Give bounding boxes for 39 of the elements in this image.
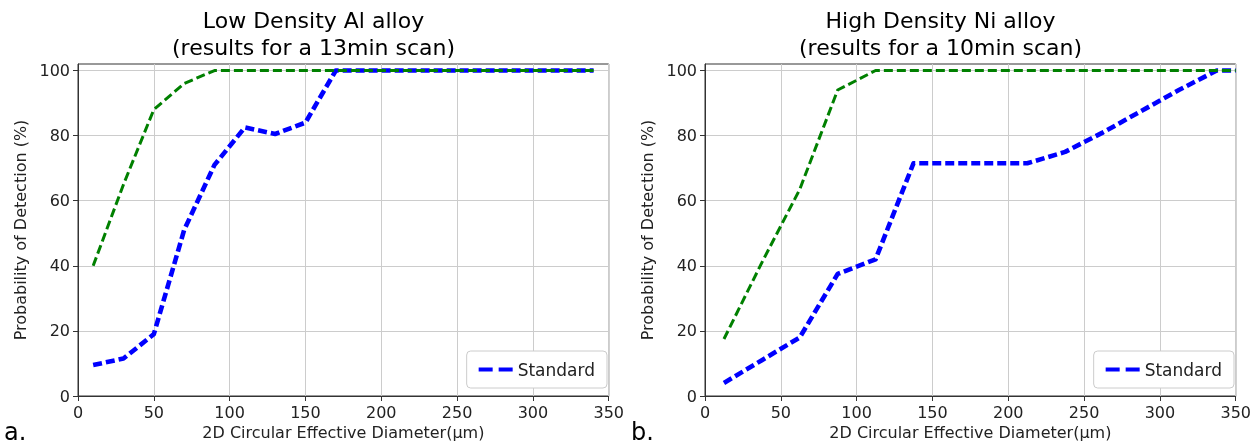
x-tick-label: 200 [993,402,1024,422]
line-series [91,69,596,268]
x-tick-label: 200 [366,402,397,422]
x-tick-label: 0 [699,402,711,422]
y-axis-title: Probability of Detection (%) [10,119,30,341]
x-tick-label: 250 [441,402,473,422]
legend-label: Standard [517,359,596,380]
x-tick-label: 300 [517,402,549,422]
y-tick-label: 100 [39,61,70,81]
x-axis-title: 2D Circular Effective Diameter(μm) [202,423,485,443]
y-tick-label: 80 [676,126,697,146]
legend-label: Standard [1144,359,1223,380]
x-tick-label: 50 [143,402,164,422]
y-tick-label: 60 [676,191,697,211]
text: b. [631,418,654,446]
y-tick-label: 100 [666,61,697,81]
y-axis-title: Probability of Detection (%) [637,119,657,341]
chart-title: High Density Ni alloy (results for a 10min scan) [798,8,1083,60]
y-tick-label: 80 [49,126,70,146]
chart-title: Low Density Al alloy (results for a 13min scan) [171,8,456,60]
y-tick-label: 40 [676,256,697,276]
x-tick-label: 150 [290,402,321,422]
x-tick-label: 0 [72,402,84,422]
x-axis-title: 2D Circular Effective Diameter(μm) [829,423,1112,443]
y-tick-label: 0 [686,386,697,406]
y-tick-label: 20 [676,321,697,341]
y-tick-label: 20 [49,321,70,341]
x-tick-label: 250 [1068,402,1100,422]
x-tick-label: 100 [841,402,872,422]
y-tick-label: 60 [49,191,70,211]
x-tick-label: 150 [917,402,948,422]
x-tick-label: 50 [770,402,791,422]
text: a. [4,418,27,446]
x-tick-label: 100 [214,402,245,422]
x-tick-label: 350 [1220,402,1251,422]
y-tick-label: 40 [49,256,70,276]
x-tick-label: 350 [593,402,624,422]
x-tick-label: 300 [1144,402,1176,422]
y-tick-label: 0 [59,386,70,406]
